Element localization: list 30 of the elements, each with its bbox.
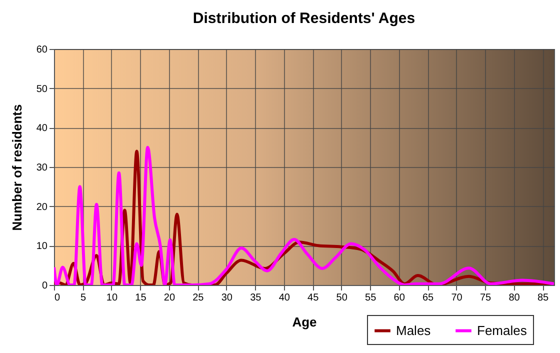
y-tick-label: 0 bbox=[42, 280, 48, 292]
y-tick-label: 60 bbox=[36, 44, 48, 56]
legend-label: Females bbox=[477, 322, 528, 338]
x-tick-label: 75 bbox=[480, 292, 492, 304]
y-tick-label: 50 bbox=[36, 84, 48, 95]
y-tick-label: 40 bbox=[36, 123, 48, 134]
x-tick-label: 30 bbox=[221, 292, 233, 304]
chart-title: Distribution of Residents' Ages bbox=[192, 10, 416, 27]
y-tick-label: 10 bbox=[36, 241, 48, 252]
x-tick-label: 60 bbox=[394, 292, 406, 304]
x-axis-title: Age bbox=[292, 314, 317, 330]
x-tick-label: 65 bbox=[422, 292, 434, 304]
x-tick-label: 10 bbox=[106, 292, 118, 304]
legend-label: Males bbox=[396, 322, 432, 338]
x-tick-label: 35 bbox=[250, 292, 262, 304]
x-tick-label: 40 bbox=[278, 292, 290, 304]
y-tick-label: 30 bbox=[36, 162, 48, 174]
x-tick-label: 25 bbox=[192, 292, 204, 304]
x-tick-label: 20 bbox=[164, 292, 176, 304]
x-tick-label: 70 bbox=[451, 292, 463, 304]
x-tick-label: 45 bbox=[308, 292, 320, 304]
x-tick-label: 15 bbox=[135, 292, 147, 304]
x-tick-label: 5 bbox=[80, 292, 86, 304]
y-axis-title: Number of residents bbox=[9, 104, 24, 231]
x-tick-label: 80 bbox=[508, 292, 520, 304]
x-tick-label: 85 bbox=[537, 292, 550, 304]
y-tick-label: 20 bbox=[36, 202, 48, 213]
x-tick-label: 0 bbox=[54, 292, 60, 304]
x-tick-label: 55 bbox=[365, 292, 377, 304]
x-tick-label: 50 bbox=[336, 292, 348, 304]
